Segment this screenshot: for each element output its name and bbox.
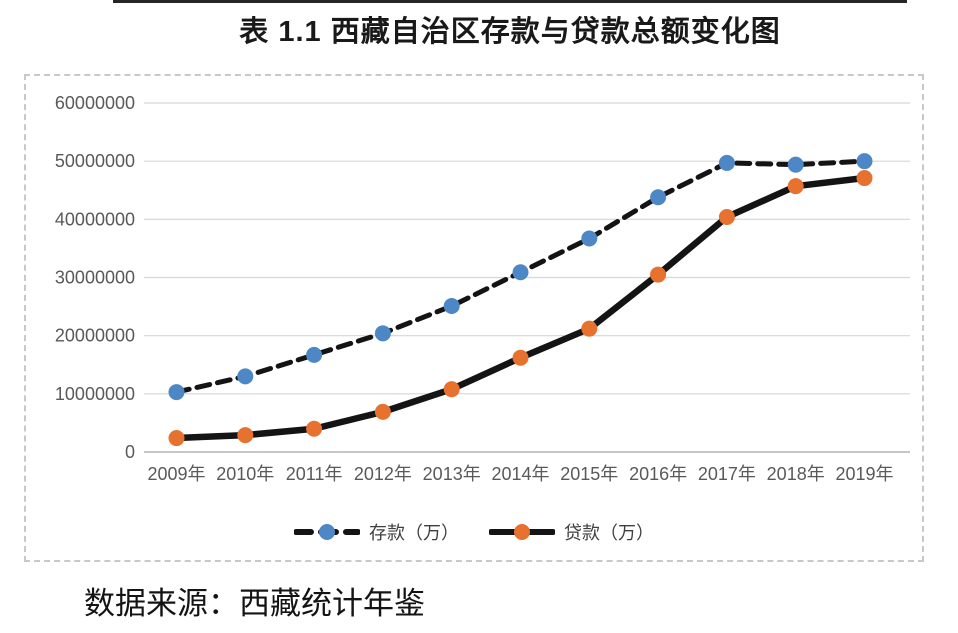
- line-chart-plot: 0 10000000 20000000 30000000 40000000 5000000…: [55, 93, 910, 484]
- y-tick-label: 40000000: [55, 209, 135, 229]
- chart-legend: 存款（万） 贷款（万）: [26, 517, 922, 547]
- x-tick-label: 2009年: [147, 464, 205, 484]
- y-tick-label: 50000000: [55, 151, 135, 171]
- data-point-deposits[interactable]: [512, 264, 529, 281]
- x-tick-label: 2014年: [491, 464, 549, 484]
- data-point-deposits[interactable]: [374, 325, 391, 342]
- data-point-deposits[interactable]: [856, 153, 873, 170]
- x-tick-label: 2013年: [423, 464, 481, 484]
- data-point-deposits[interactable]: [443, 298, 460, 315]
- data-point-loans[interactable]: [168, 430, 185, 447]
- data-point-deposits[interactable]: [650, 189, 667, 206]
- data-point-loans[interactable]: [856, 170, 873, 187]
- x-tick-label: 2018年: [767, 464, 825, 484]
- chart-title: 表 1.1 西藏自治区存款与贷款总额变化图: [239, 16, 781, 48]
- data-point-deposits[interactable]: [306, 346, 323, 363]
- y-tick-label: 30000000: [55, 268, 135, 288]
- y-tick-label: 0: [125, 442, 135, 462]
- deposit-series-icon: [294, 524, 360, 540]
- top-rule: [113, 0, 907, 3]
- series-line-loans: [173, 174, 868, 442]
- x-tick-label: 2012年: [354, 464, 412, 484]
- data-point-loans[interactable]: [306, 420, 323, 437]
- data-point-deposits[interactable]: [787, 156, 804, 173]
- loan-series-icon: [489, 524, 555, 540]
- legend-label-deposits: 存款（万）: [369, 523, 459, 543]
- data-point-loans[interactable]: [374, 403, 391, 420]
- x-tick-label: 2016年: [629, 464, 687, 484]
- legend-item-loans[interactable]: 贷款（万）: [489, 519, 654, 545]
- chart-container: 0 10000000 20000000 30000000 40000000 5000000…: [24, 74, 924, 562]
- legend-label-loans: 贷款（万）: [564, 523, 654, 543]
- data-point-loans[interactable]: [650, 266, 667, 283]
- x-tick-label: 2010年: [216, 464, 274, 484]
- data-point-loans[interactable]: [512, 349, 529, 366]
- legend-item-deposits[interactable]: 存款（万）: [294, 519, 459, 545]
- y-tick-label: 20000000: [55, 326, 135, 346]
- data-point-deposits[interactable]: [581, 230, 598, 247]
- x-tick-label: 2019年: [835, 464, 893, 484]
- x-tick-label: 2011年: [286, 464, 343, 484]
- y-tick-label: 60000000: [55, 93, 135, 113]
- data-point-loans[interactable]: [443, 381, 460, 398]
- data-point-deposits[interactable]: [718, 154, 735, 171]
- x-tick-label: 2017年: [698, 464, 756, 484]
- data-point-deposits[interactable]: [168, 384, 185, 401]
- data-point-loans[interactable]: [581, 320, 598, 337]
- data-source-note: 数据来源：西藏统计年鉴: [84, 586, 425, 621]
- data-point-loans[interactable]: [718, 209, 735, 226]
- data-point-deposits[interactable]: [237, 368, 254, 385]
- data-point-loans[interactable]: [237, 427, 254, 444]
- y-tick-label: 10000000: [55, 384, 135, 404]
- x-tick-label: 2015年: [560, 464, 618, 484]
- data-point-loans[interactable]: [787, 178, 804, 195]
